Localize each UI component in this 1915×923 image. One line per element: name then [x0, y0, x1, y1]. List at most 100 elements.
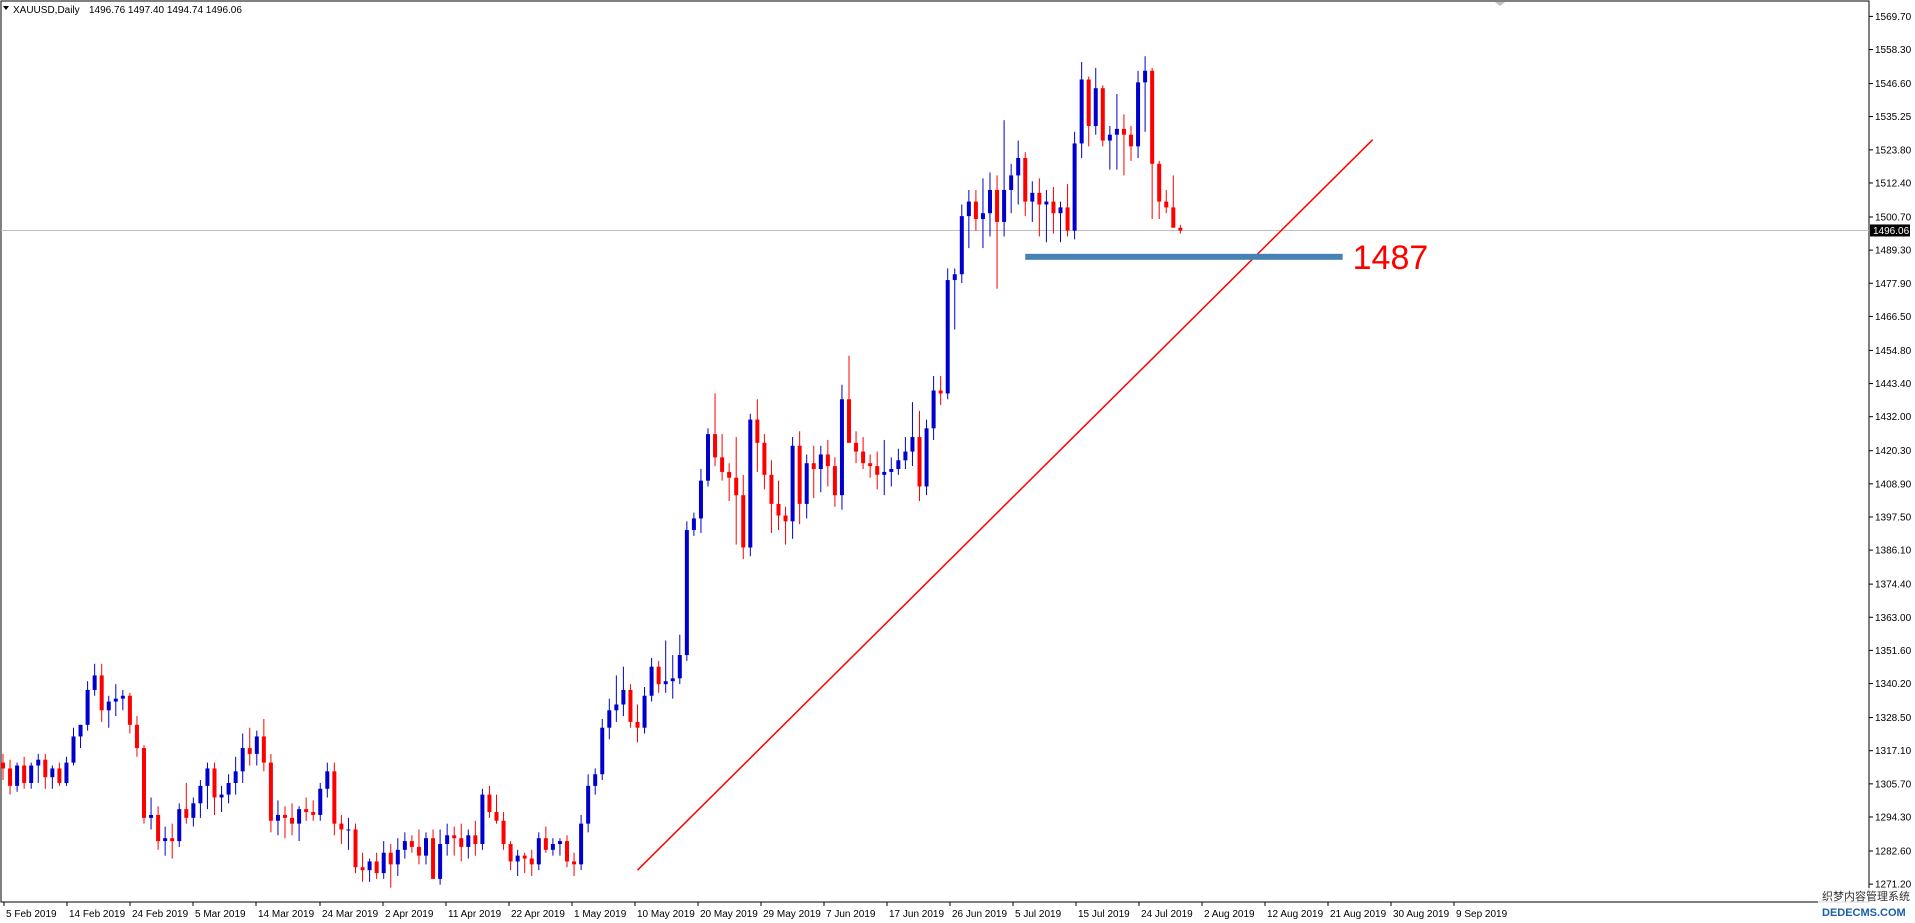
- scroll-marker-icon[interactable]: [1495, 2, 1505, 6]
- candle-body: [205, 768, 210, 786]
- candle-body: [325, 771, 330, 789]
- candle-body: [896, 460, 901, 470]
- candle-body: [388, 852, 393, 865]
- candle: [1051, 187, 1056, 234]
- candle-body: [367, 861, 372, 871]
- candle-body: [395, 849, 400, 865]
- candle: [57, 762, 62, 786]
- y-tick-label: 1271.20: [1875, 880, 1912, 891]
- candle-body: [811, 463, 816, 470]
- candle-body: [550, 844, 555, 850]
- candle-body: [212, 768, 217, 798]
- candle-body: [318, 788, 323, 815]
- candle: [311, 800, 316, 821]
- candle: [550, 838, 555, 856]
- candle-body: [416, 846, 421, 856]
- candle: [332, 762, 337, 836]
- candle: [1072, 131, 1077, 240]
- candle-body: [1114, 128, 1119, 135]
- candle-body: [1051, 201, 1056, 214]
- candle: [1171, 175, 1176, 228]
- candle: [811, 445, 816, 499]
- time-axis[interactable]: 5 Feb 2019 14 Feb 2019 24 Feb 2019 5 Mar 20…: [3, 902, 1508, 920]
- candle: [903, 437, 908, 470]
- candle-body: [473, 835, 478, 845]
- candle-body: [1100, 88, 1105, 141]
- x-tick-label: 24 Jul 2019: [1141, 909, 1193, 920]
- candle: [720, 434, 725, 481]
- candle: [212, 762, 217, 815]
- candle: [1100, 85, 1105, 147]
- candle-body: [15, 765, 20, 786]
- candle-body: [698, 480, 703, 519]
- candle-body: [50, 768, 55, 778]
- candle: [198, 780, 203, 818]
- candle: [71, 727, 76, 766]
- candle: [769, 460, 774, 533]
- candle-body: [1002, 189, 1007, 222]
- candle-body: [818, 454, 823, 470]
- candle: [790, 437, 795, 539]
- y-tick-label: 1397.50: [1875, 512, 1912, 523]
- x-tick-label: 20 May 2019: [700, 909, 758, 920]
- candle: [438, 829, 443, 885]
- candle: [889, 457, 894, 487]
- candle-body: [959, 216, 964, 275]
- candle: [684, 521, 689, 661]
- y-tick-label: 1489.30: [1875, 246, 1912, 257]
- candle: [854, 431, 859, 464]
- x-tick-label: 15 Jul 2019: [1078, 909, 1130, 920]
- candle: [29, 762, 34, 789]
- candle-body: [78, 724, 83, 737]
- candle-body: [424, 838, 428, 856]
- candle-body: [1129, 134, 1133, 147]
- candle-body: [670, 678, 675, 682]
- triangle-down-icon[interactable]: [3, 6, 9, 10]
- candle: [388, 844, 393, 888]
- candle: [15, 762, 20, 792]
- candle: [261, 719, 266, 772]
- candles: [1, 56, 1183, 888]
- candle-body: [741, 495, 746, 548]
- y-tick-label: 1328.50: [1875, 713, 1912, 724]
- candle-body: [656, 666, 661, 685]
- candle-body: [311, 812, 316, 815]
- x-tick-label: 12 Aug 2019: [1267, 909, 1324, 920]
- candle: [170, 823, 175, 859]
- candle: [106, 695, 111, 728]
- candle: [113, 684, 118, 717]
- candle-body: [431, 838, 436, 879]
- candle: [1058, 201, 1063, 243]
- candle-body: [297, 809, 302, 824]
- y-tick-label: 1351.60: [1875, 646, 1912, 657]
- candle: [748, 413, 753, 557]
- candle: [593, 768, 598, 795]
- candle: [459, 823, 464, 862]
- candle-body: [973, 201, 978, 220]
- candle: [917, 410, 922, 501]
- candle-body: [360, 867, 365, 871]
- price-axis[interactable]: 1569.70 1558.30 1546.60 1535.25 1523.80 1512.…: [1869, 12, 1912, 891]
- candle: [163, 826, 168, 856]
- x-tick-label: 2 Apr 2019: [385, 909, 434, 920]
- x-tick-label: 5 Jul 2019: [1015, 909, 1062, 920]
- candle-body: [875, 466, 880, 475]
- candle-body: [1058, 207, 1063, 214]
- candle: [1044, 189, 1049, 243]
- candle: [797, 431, 802, 525]
- candle: [839, 384, 844, 510]
- candle: [938, 375, 943, 406]
- candle-body: [804, 463, 809, 504]
- candle: [910, 402, 915, 467]
- candle-body: [677, 655, 682, 679]
- candle: [832, 457, 837, 507]
- candle-body: [565, 841, 569, 862]
- candle-body: [1171, 207, 1176, 228]
- candle: [1086, 76, 1091, 147]
- candle: [219, 785, 224, 813]
- candle: [825, 439, 830, 487]
- candle-body: [1150, 70, 1155, 164]
- candle: [240, 733, 245, 783]
- candle: [861, 437, 866, 470]
- candle-body: [120, 695, 125, 699]
